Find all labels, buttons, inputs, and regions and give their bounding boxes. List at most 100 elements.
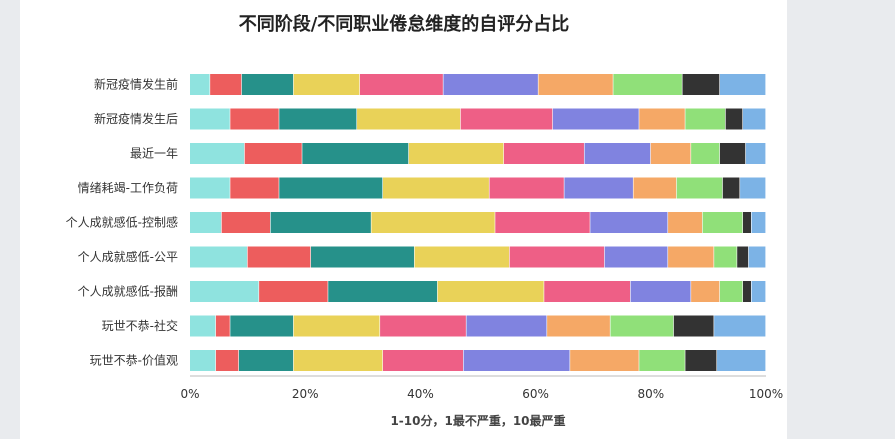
bar-segment (742, 281, 751, 302)
bar-segment (414, 246, 510, 268)
bar-segment (238, 350, 294, 371)
x-axis-label: 1-10分，1最不严重，10最严重 (390, 413, 565, 428)
bar-segment (691, 143, 720, 164)
bar-segment (722, 177, 740, 199)
bar-segment (382, 177, 489, 199)
bar-segment (244, 143, 302, 164)
bar-segment (740, 177, 766, 199)
x-tick-label: 60% (522, 387, 549, 401)
bar-segment (190, 177, 230, 199)
bar-segment (489, 177, 564, 199)
bar-segment (685, 108, 726, 130)
x-tick-label: 20% (292, 387, 319, 401)
bar-segment (190, 108, 230, 130)
bar-segment (215, 315, 230, 337)
bar-segment (742, 212, 751, 233)
bar-segment (745, 143, 766, 164)
bar-segment (215, 350, 239, 371)
bars-group (190, 74, 766, 371)
bar-segment (463, 350, 570, 371)
bar-segment (570, 350, 639, 371)
bar-segment (371, 212, 495, 233)
bar-segment (633, 177, 677, 199)
bar-segment (725, 108, 743, 130)
category-label: 玩世不恭-价值观 (90, 353, 178, 368)
bar-segment (190, 350, 216, 371)
bar-segment (408, 143, 504, 164)
bar-segment (495, 212, 590, 233)
bar-segment (714, 246, 737, 268)
category-label: 情绪耗竭-工作负荷 (78, 181, 178, 195)
bar-segment (742, 108, 766, 130)
category-labels: 新冠疫情发生前新冠疫情发生后最近一年情绪耗竭-工作负荷个人成就感低-控制感个人成… (66, 77, 178, 368)
bar-segment (717, 350, 766, 371)
bar-segment (719, 74, 766, 95)
category-label: 个人成就感低-控制感 (66, 215, 178, 230)
bar-segment (584, 143, 651, 164)
bar-segment (466, 315, 547, 337)
bar-segment (230, 108, 279, 130)
bar-segment (190, 143, 245, 164)
category-label: 个人成就感低-报酬 (78, 284, 178, 299)
bar-segment (685, 350, 717, 371)
bar-segment (328, 281, 438, 302)
bar-segment (682, 74, 720, 95)
bar-segment (668, 212, 703, 233)
bar-segment (230, 177, 279, 199)
bar-segment (382, 350, 463, 371)
bar-segment (552, 108, 639, 130)
chart-card: 不同阶段/不同职业倦怠维度的自评分占比 新冠疫情发生前 新冠疫情发生后最近一年情绪… (20, 0, 787, 439)
bar-segment (639, 108, 685, 130)
bar-segment (190, 74, 210, 95)
bar-segment (751, 281, 766, 302)
bar-segment (691, 281, 720, 302)
bar-segment (547, 315, 610, 337)
x-tick-label: 0% (180, 387, 199, 401)
bar-segment (241, 74, 294, 95)
x-tick-label: 80% (637, 387, 664, 401)
x-tick-labels: 0% 20% 40% 60% 80% 100% (180, 387, 783, 401)
bar-segment (190, 281, 259, 302)
bar-segment (719, 143, 746, 164)
bar-segment (503, 143, 584, 164)
category-label: 新冠疫情发生前 (94, 77, 178, 92)
bar-segment (639, 350, 685, 371)
bar-segment (460, 108, 553, 130)
bar-segment (279, 177, 383, 199)
bar-segment (509, 246, 605, 268)
bar-segment (650, 143, 691, 164)
stacked-bar-chart: 不同阶段/不同职业倦怠维度的自评分占比 新冠疫情发生前新冠疫情发生后最近一年情绪… (66, 13, 784, 428)
bar-segment (310, 246, 415, 268)
category-label: 新冠疫情发生后 (94, 111, 178, 126)
bar-segment (751, 212, 766, 233)
bar-segment (190, 315, 216, 337)
bar-segment (359, 74, 443, 95)
bar-segment (668, 246, 714, 268)
bar-segment (544, 281, 631, 302)
category-label: 玩世不恭-社交 (102, 318, 178, 333)
bar-segment (443, 74, 538, 95)
bar-segment (380, 315, 466, 337)
bar-segment (221, 212, 271, 233)
bar-segment (293, 74, 360, 95)
bar-segment (719, 281, 743, 302)
bar-segment (737, 246, 749, 268)
x-tick-label: 100% (749, 387, 783, 401)
bar-segment (604, 246, 668, 268)
bar-segment (748, 246, 766, 268)
bar-segment (538, 74, 613, 95)
bar-segment (630, 281, 691, 302)
bar-segment (247, 246, 311, 268)
bar-segment (590, 212, 668, 233)
chart-title: 不同阶段/不同职业倦怠维度的自评分占比 (239, 13, 570, 35)
bar-segment (613, 74, 682, 95)
bar-segment (714, 315, 766, 337)
bar-segment (270, 212, 371, 233)
category-label: 个人成就感低-公平 (78, 249, 178, 264)
bar-segment (210, 74, 242, 95)
category-label: 最近一年 (130, 147, 178, 161)
bar-segment (230, 315, 294, 337)
bar-segment (259, 281, 328, 302)
bar-segment (610, 315, 674, 337)
bar-segment (564, 177, 633, 199)
